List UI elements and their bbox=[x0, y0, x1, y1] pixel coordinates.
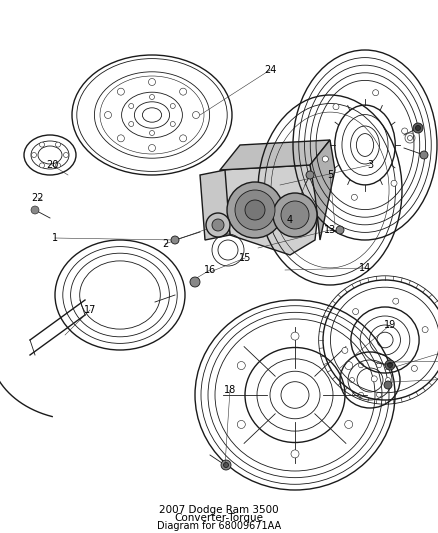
Ellipse shape bbox=[56, 163, 60, 168]
Ellipse shape bbox=[385, 377, 391, 383]
Ellipse shape bbox=[235, 190, 275, 230]
Ellipse shape bbox=[170, 122, 175, 126]
Ellipse shape bbox=[291, 332, 299, 340]
Ellipse shape bbox=[180, 88, 187, 95]
Ellipse shape bbox=[291, 450, 299, 458]
Text: 14: 14 bbox=[359, 263, 371, 273]
Ellipse shape bbox=[385, 360, 395, 370]
Ellipse shape bbox=[117, 135, 124, 142]
Ellipse shape bbox=[64, 152, 68, 157]
Ellipse shape bbox=[245, 200, 265, 220]
Text: 4: 4 bbox=[287, 215, 293, 225]
Text: 17: 17 bbox=[84, 305, 96, 315]
Ellipse shape bbox=[353, 309, 359, 314]
Ellipse shape bbox=[129, 122, 134, 126]
Ellipse shape bbox=[384, 381, 392, 389]
Polygon shape bbox=[220, 140, 330, 170]
Ellipse shape bbox=[56, 142, 60, 147]
Ellipse shape bbox=[192, 111, 199, 118]
Text: 3: 3 bbox=[367, 160, 373, 170]
Ellipse shape bbox=[402, 128, 408, 134]
Ellipse shape bbox=[345, 421, 353, 429]
Ellipse shape bbox=[393, 298, 399, 304]
Ellipse shape bbox=[273, 193, 317, 237]
Ellipse shape bbox=[350, 377, 354, 383]
Ellipse shape bbox=[237, 421, 245, 429]
Text: 5: 5 bbox=[327, 170, 333, 180]
Ellipse shape bbox=[129, 103, 134, 109]
Polygon shape bbox=[220, 165, 320, 255]
Ellipse shape bbox=[388, 362, 392, 367]
Ellipse shape bbox=[227, 182, 283, 238]
Ellipse shape bbox=[411, 366, 417, 372]
Text: 16: 16 bbox=[204, 265, 216, 275]
Ellipse shape bbox=[190, 277, 200, 287]
Ellipse shape bbox=[358, 363, 364, 368]
Text: 13: 13 bbox=[324, 225, 336, 235]
Ellipse shape bbox=[148, 144, 155, 151]
Ellipse shape bbox=[149, 94, 155, 100]
Text: 2007 Dodge Ram 3500: 2007 Dodge Ram 3500 bbox=[159, 505, 279, 515]
Ellipse shape bbox=[306, 171, 314, 179]
Ellipse shape bbox=[322, 156, 328, 162]
Ellipse shape bbox=[351, 195, 357, 200]
Ellipse shape bbox=[31, 206, 39, 214]
Ellipse shape bbox=[336, 226, 344, 234]
Ellipse shape bbox=[180, 135, 187, 142]
Ellipse shape bbox=[117, 88, 124, 95]
Ellipse shape bbox=[171, 236, 179, 244]
Ellipse shape bbox=[39, 142, 45, 147]
Ellipse shape bbox=[170, 103, 175, 109]
Text: 2: 2 bbox=[162, 239, 168, 249]
Ellipse shape bbox=[371, 376, 377, 382]
Text: Converter-Torque: Converter-Torque bbox=[174, 513, 264, 523]
Ellipse shape bbox=[333, 104, 339, 110]
Ellipse shape bbox=[416, 125, 420, 131]
Text: 20: 20 bbox=[46, 160, 58, 170]
Text: Diagram for 68009671AA: Diagram for 68009671AA bbox=[157, 521, 281, 531]
Text: 22: 22 bbox=[32, 193, 44, 203]
Text: 24: 24 bbox=[264, 65, 276, 75]
Text: 1: 1 bbox=[52, 233, 58, 243]
Ellipse shape bbox=[221, 460, 231, 470]
Ellipse shape bbox=[237, 361, 245, 369]
Ellipse shape bbox=[377, 363, 381, 368]
Polygon shape bbox=[200, 170, 230, 240]
Ellipse shape bbox=[148, 78, 155, 85]
Ellipse shape bbox=[373, 90, 378, 96]
Text: 19: 19 bbox=[384, 320, 396, 330]
Ellipse shape bbox=[39, 163, 45, 168]
Ellipse shape bbox=[345, 361, 353, 369]
Ellipse shape bbox=[420, 151, 428, 159]
Ellipse shape bbox=[422, 327, 428, 333]
Text: 15: 15 bbox=[239, 253, 251, 263]
Text: 18: 18 bbox=[224, 385, 236, 395]
Ellipse shape bbox=[391, 180, 397, 187]
Ellipse shape bbox=[223, 463, 229, 467]
Ellipse shape bbox=[105, 111, 112, 118]
Ellipse shape bbox=[32, 152, 36, 157]
Ellipse shape bbox=[342, 348, 348, 353]
Ellipse shape bbox=[281, 201, 309, 229]
Ellipse shape bbox=[413, 123, 423, 133]
Ellipse shape bbox=[149, 131, 155, 135]
Ellipse shape bbox=[377, 392, 381, 397]
Polygon shape bbox=[310, 140, 335, 240]
Ellipse shape bbox=[206, 213, 230, 237]
Ellipse shape bbox=[212, 219, 224, 231]
Ellipse shape bbox=[358, 392, 364, 397]
